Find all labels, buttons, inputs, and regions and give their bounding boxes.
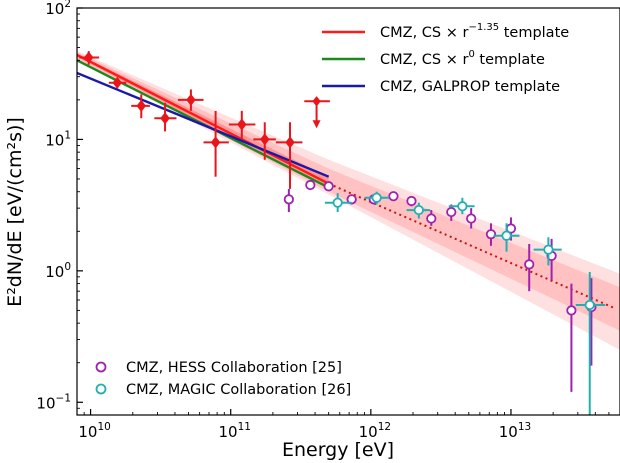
model-line-3 xyxy=(77,71,330,178)
legend-bottom-marker-1 xyxy=(95,361,107,373)
upper-limit-1-marker xyxy=(312,96,321,107)
legend-bottom-marker-2 xyxy=(95,383,107,395)
x-tick-label-4: 1013 xyxy=(499,421,531,441)
x-axis-label: Energy [eV] xyxy=(282,439,394,461)
plot-frame xyxy=(76,7,620,416)
x-tick-label-1: 1010 xyxy=(78,421,110,441)
series-1-point-5 xyxy=(186,93,196,106)
legend-bottom-label-2: CMZ, MAGIC Collaboration [26] xyxy=(126,382,351,398)
series-3-point-1 xyxy=(332,197,343,208)
legend-top-label-3: CMZ, GALPROP template xyxy=(380,79,560,95)
x-tick-label-3: 1012 xyxy=(359,421,391,441)
series-2-point-10 xyxy=(466,213,477,224)
series-2-point-15 xyxy=(566,305,577,316)
series-1-point-9 xyxy=(285,136,295,149)
series-2-point-6 xyxy=(388,191,399,202)
series-2-point-1 xyxy=(283,194,294,205)
series-3-point-7 xyxy=(584,299,595,311)
series-2-point-13 xyxy=(524,259,535,270)
series-3-point-5 xyxy=(501,230,512,241)
series-3-point-2 xyxy=(371,192,382,203)
y-tick-label-3: 101 xyxy=(45,129,71,149)
data-points xyxy=(79,51,606,415)
legend-top-label-1: CMZ, CS × r−1.35 template xyxy=(380,22,569,41)
series-1-point-3 xyxy=(136,99,147,112)
x-tick-label-2: 1011 xyxy=(218,421,250,441)
series-2-point-7 xyxy=(406,195,417,207)
series-2-point-9 xyxy=(446,206,457,218)
series-1-point-7 xyxy=(237,118,247,131)
series-3 xyxy=(324,191,606,415)
series-3-point-6 xyxy=(543,244,554,255)
series-1 xyxy=(79,51,330,189)
series-2 xyxy=(283,179,597,392)
legend-top: CMZ, CS × r−1.35 template CMZ, CS × r0 te… xyxy=(322,22,569,95)
legend-bottom-label-1: CMZ, HESS Collaboration [25] xyxy=(126,360,342,376)
series-2-point-2 xyxy=(305,179,316,191)
series-1-point-1 xyxy=(83,51,94,64)
legend-bottom: CMZ, HESS Collaboration [25] CMZ, MAGIC C… xyxy=(95,360,351,398)
series-2-point-3 xyxy=(323,181,334,192)
y-tick-label-2: 100 xyxy=(45,261,71,281)
model-line-4 xyxy=(328,182,616,310)
series-1-point-4 xyxy=(160,112,170,125)
series-2-point-8 xyxy=(426,213,437,224)
series-3-point-4 xyxy=(457,201,468,212)
y-tick-label-4: 102 xyxy=(45,0,71,18)
legend-top-label-2: CMZ, CS × r0 template xyxy=(380,49,545,68)
upper-limit-1-arrowhead xyxy=(312,120,321,129)
series-1-point-8 xyxy=(259,133,270,146)
axis-ticks: 1010 1011 1012 1013 10−1 100 101 102 xyxy=(36,0,610,441)
series-1-point-2 xyxy=(112,76,123,89)
series-1-point-6 xyxy=(210,136,221,149)
model-line-1 xyxy=(77,53,330,185)
series-2-point-11 xyxy=(485,229,497,240)
y-axis-label: E²dN/dE [eV/(cm²s)] xyxy=(4,117,26,307)
series-3-point-3 xyxy=(413,204,424,216)
y-tick-label-1: 10−1 xyxy=(36,392,71,412)
